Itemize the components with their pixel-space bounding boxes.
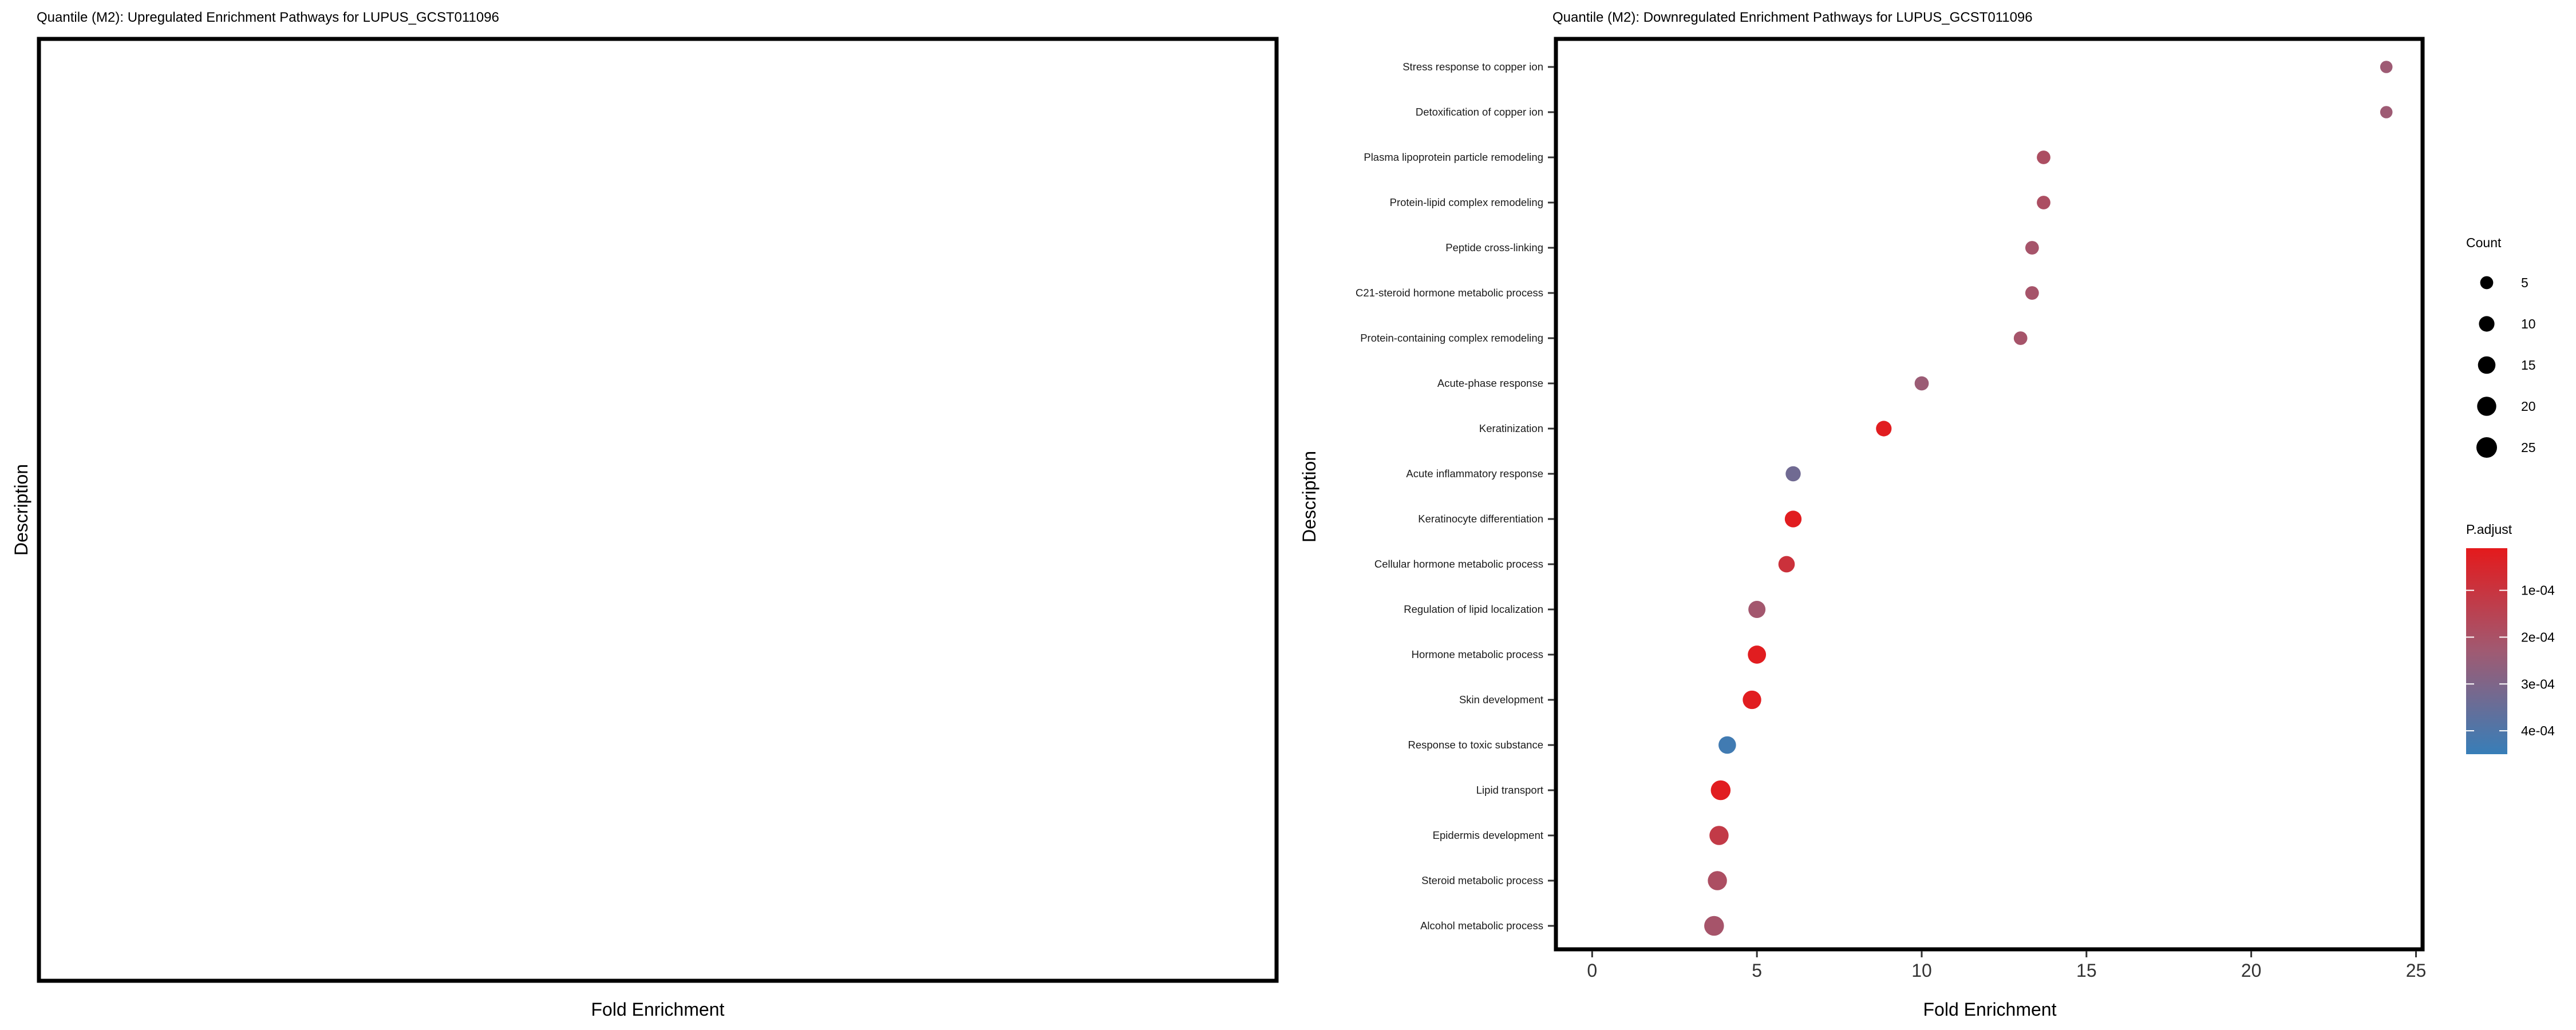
padjust-colorbar [2466,548,2507,754]
y-tick-label: C21-steroid hormone metabolic process [1356,287,1543,299]
x-tick-label: 10 [1911,960,1932,981]
padjust-legend-ticks: 1e-04 2e-04 3e-04 4e-04 [2466,583,2555,738]
padjust-legend-title: P.adjust [2466,522,2512,537]
downregulated-plot-border [1554,37,2425,952]
x-axis-ticks: 0 5 10 15 20 25 [1587,951,2426,981]
data-point [1743,690,1761,710]
y-tick-label: Stress response to copper ion [1402,61,1543,73]
y-tick-label: Skin development [1459,694,1543,706]
upregulated-panel: Quantile (M2): Upregulated Enrichment Pa… [11,10,1279,1020]
count-legend-label: 5 [2521,275,2528,290]
data-point [1778,556,1795,573]
count-legend-key [2480,276,2494,290]
data-point [1708,871,1727,890]
y-tick-label: Peptide cross-linking [1445,241,1543,253]
data-point [2025,286,2039,300]
padjust-legend-label: 1e-04 [2521,583,2555,598]
count-legend-key [2478,356,2496,374]
y-tick-label: Lipid transport [1476,784,1543,796]
count-legend-key [2476,437,2497,458]
x-tick-label: 5 [1752,960,1762,981]
data-point [1914,376,1929,391]
count-legend-key [2479,316,2495,332]
data-point [2025,241,2039,255]
data-point [2380,106,2393,118]
data-point [1785,466,1801,482]
data-point [1784,510,1802,528]
y-tick-label: Keratinocyte differentiation [1418,513,1543,525]
category-labels: Stress response to copper ion Detoxificat… [1356,61,1554,932]
data-point [2013,331,2028,345]
y-tick-label: Detoxification of copper ion [1416,106,1543,118]
data-point [1704,916,1724,936]
points-layer [1704,61,2393,936]
y-tick-label: Keratinization [1479,422,1543,434]
count-legend-label: 15 [2521,358,2536,373]
count-legend-key [2477,397,2496,416]
x-tick-label: 20 [2241,960,2262,981]
downregulated-panel: Quantile (M2): Downregulated Enrichment … [1299,10,2426,1020]
upregulated-plot-border [37,37,1279,983]
padjust-legend-label: 3e-04 [2521,676,2555,691]
upregulated-title: Quantile (M2): Upregulated Enrichment Pa… [37,10,499,25]
data-point [1876,421,1892,437]
legend: Count 5 10 15 20 25 P.adjust 1e-04 2e-04 3e-04… [2466,235,2555,754]
count-legend-label: 20 [2521,399,2536,414]
count-legend: 5 10 15 20 25 [2476,275,2536,458]
data-point [1748,645,1767,664]
y-tick-label: Steroid metabolic process [1421,874,1543,886]
downregulated-x-axis-title: Fold Enrichment [1923,999,2057,1020]
count-legend-title: Count [2466,235,2502,250]
count-legend-label: 10 [2521,316,2536,331]
downregulated-y-axis-title: Description [1299,451,1319,542]
data-point [2037,196,2050,209]
padjust-legend-label: 2e-04 [2521,629,2555,644]
data-point [1748,601,1766,618]
y-tick-label: Protein-lipid complex remodeling [1390,196,1543,208]
y-tick-label: Acute inflammatory response [1406,468,1543,480]
count-legend-label: 25 [2521,440,2536,455]
y-tick-label: Cellular hormone metabolic process [1374,558,1543,570]
y-tick-label: Plasma lipoprotein particle remodeling [1364,151,1543,163]
padjust-legend-label: 4e-04 [2521,723,2555,738]
x-tick-label: 0 [1587,960,1597,981]
data-point [1718,736,1736,754]
y-tick-label: Protein-containing complex remodeling [1360,332,1543,344]
upregulated-x-axis-title: Fold Enrichment [591,999,725,1020]
data-point [2037,150,2050,164]
y-tick-label: Alcohol metabolic process [1420,920,1543,932]
y-tick-label: Acute-phase response [1437,377,1543,389]
y-tick-label: Regulation of lipid localization [1404,603,1543,615]
x-tick-label: 25 [2406,960,2427,981]
data-point [1709,826,1729,845]
y-tick-label: Response to toxic substance [1408,739,1543,751]
data-point [2380,61,2393,73]
data-point [1710,780,1731,801]
y-tick-label: Epidermis development [1433,829,1543,841]
downregulated-title: Quantile (M2): Downregulated Enrichment … [1552,10,2033,25]
x-tick-label: 15 [2076,960,2097,981]
y-tick-label: Hormone metabolic process [1412,648,1543,660]
upregulated-y-axis-title: Description [11,464,31,556]
